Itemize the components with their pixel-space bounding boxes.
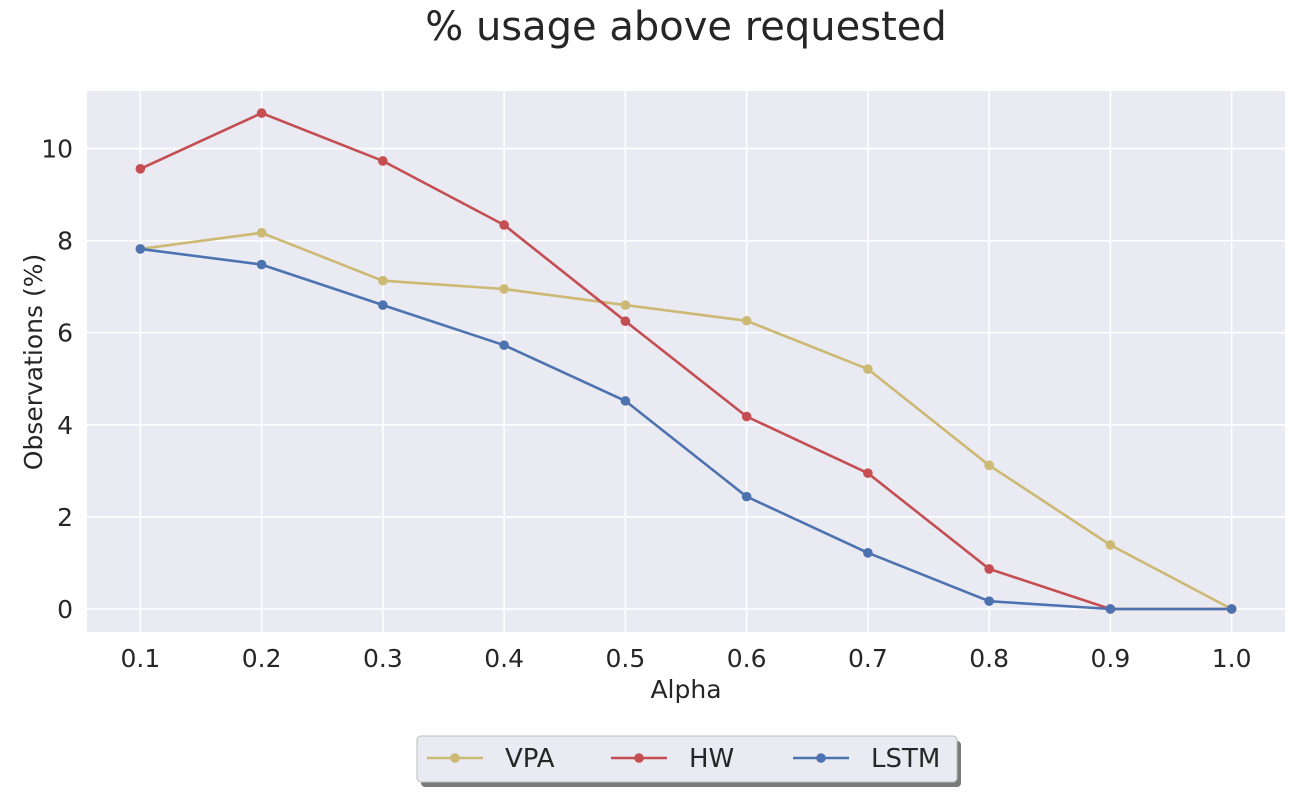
y-tick-label: 6 [57,319,73,348]
legend-box [416,735,958,783]
legend-label: VPA [505,744,555,774]
data-point [863,364,873,374]
x-tick-labels: 0.1 0.2 0.3 0.4 0.5 0.6 0.7 0.8 0.9 1.0 [120,644,1251,673]
legend-label: HW [689,744,734,774]
data-point [256,108,267,118]
x-tick-label: 0.6 [727,644,767,673]
x-tick-label: 0.7 [848,644,888,673]
plot-area [87,91,1285,632]
data-point [1105,540,1116,550]
x-tick-label: 0.2 [242,644,282,673]
data-point [1226,604,1237,614]
data-point [499,220,509,230]
data-point [863,548,873,558]
data-point [741,411,752,422]
legend-label: LSTM [871,744,940,774]
data-point [741,491,752,502]
data-point [378,300,388,310]
series-line [140,231,1233,611]
data-point [984,596,994,606]
x-tick-label: 0.4 [484,644,524,673]
x-tick-label: 0.3 [363,644,403,673]
legend: VPA HW LSTM [416,735,961,787]
grid [87,91,1285,632]
series-lstm [135,244,1237,614]
y-tick-label: 8 [57,227,73,256]
chart-title: % usage above requested [425,4,947,50]
y-axis-label: Observations (%) [19,254,48,470]
y-tick-label: 0 [57,595,73,624]
data-point [620,300,631,310]
data-point [984,460,994,471]
legend-marker [450,753,460,763]
data-point [741,315,752,326]
y-tick-label: 4 [57,411,73,440]
x-tick-label: 1.0 [1212,644,1252,673]
data-point [378,156,388,166]
data-point [256,228,267,238]
legend-marker [634,753,644,763]
x-axis-label: Alpha [650,675,721,704]
series-line [139,111,1232,611]
data-point [499,284,509,294]
data-point [863,468,873,478]
data-point [135,244,146,254]
x-tick-label: 0.1 [120,644,160,673]
data-point [378,275,388,286]
data-point [1105,604,1116,614]
data-point [499,340,509,350]
data-point [256,259,267,270]
legend-marker [816,753,826,763]
y-tick-label: 2 [57,503,73,532]
data-point [620,396,631,406]
y-tick-labels: 0 2 4 6 8 10 [41,135,73,624]
x-tick-label: 0.5 [605,644,645,673]
x-tick-label: 0.8 [969,644,1009,673]
y-tick-label: 10 [41,135,73,164]
data-point [984,564,994,574]
data-point [620,316,631,327]
series-lines [135,108,1237,614]
series-line [140,247,1232,611]
x-tick-label: 0.9 [1091,644,1131,673]
data-point [135,164,146,174]
